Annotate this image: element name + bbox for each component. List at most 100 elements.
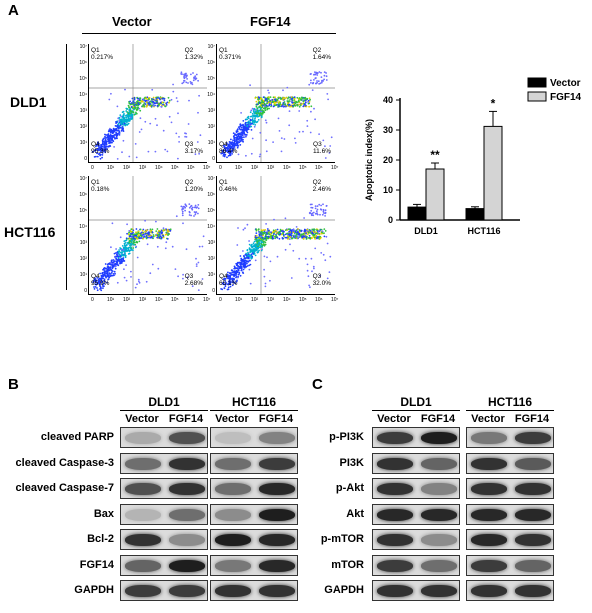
event-dot [222,149,225,151]
event-dot [258,112,260,115]
significance-mark: ** [430,148,440,162]
quadrant-name: Q2 [184,179,194,186]
event-dot [298,229,301,232]
event-dot [287,96,290,99]
event-dot [310,105,313,108]
event-dot [324,157,327,159]
event-dot [240,257,243,260]
event-dot [117,125,119,128]
event-dot [252,115,255,118]
protein-band [515,432,551,444]
event-dot [311,206,314,209]
event-dot [228,281,231,284]
event-dot [251,112,254,115]
event-dot [293,97,296,100]
event-dot [162,234,164,237]
quadrant-q2: Q2 2.46% [313,179,331,193]
blot-group-0: DLD1 [400,395,432,409]
event-dot [190,204,193,207]
event-dot [237,153,240,156]
event-dot [302,105,305,108]
event-dot [93,277,96,279]
event-dot [131,111,134,113]
event-dot [237,269,240,271]
lane-label: FGF14 [420,413,456,425]
event-dot [273,218,275,221]
event-dot [151,88,154,91]
event-dot [121,111,124,114]
event-dot [185,248,188,251]
event-dot [247,120,250,123]
quadrant-q1: Q1 0.371% [219,47,241,61]
event-dot [130,238,133,240]
event-dot [125,120,128,122]
event-dot [180,205,183,208]
event-dot [181,207,184,210]
event-dot [304,101,307,104]
event-dot [117,129,120,132]
event-dot [292,234,294,237]
event-dot [241,124,244,127]
blot-row-label: FGF14 [79,558,114,571]
flow-y-tick: 10⁵ [207,76,215,82]
event-dot [142,99,145,102]
event-dot [235,271,237,274]
event-dot [256,107,259,109]
event-dot [183,205,186,208]
event-dot [186,276,189,279]
event-dot [105,276,107,279]
event-dot [113,260,115,263]
event-dot [309,212,311,214]
event-dot [280,230,283,232]
event-dot [124,239,127,242]
event-dot [183,76,185,79]
event-dot [184,72,187,75]
lane-label: Vector [215,413,249,425]
event-dot [245,135,248,138]
event-dot [154,117,157,120]
event-dot [291,104,294,107]
event-dot [123,119,126,122]
event-dot [127,104,130,107]
event-dot [281,98,284,101]
event-dot [316,237,318,240]
event-dot [257,245,259,248]
event-dot [117,132,119,135]
event-dot [172,90,175,93]
event-dot [235,138,238,141]
event-dot [192,72,194,74]
event-dot [130,270,132,273]
event-dot [93,286,95,288]
event-dot [142,232,145,234]
event-dot [229,153,231,155]
event-dot [274,98,276,101]
event-dot [312,82,314,85]
event-dot [294,102,297,105]
event-dot [237,227,239,229]
event-dot [229,285,232,288]
quadrant-name: Q2 [312,47,322,54]
event-dot [111,222,114,225]
event-dot [289,236,292,238]
event-dot [167,234,169,236]
flow-x-tick: 10⁷ [331,165,339,171]
event-dot [264,285,267,288]
event-dot [245,266,248,268]
protein-band [125,483,161,495]
event-dot [157,267,160,270]
event-dot [251,107,254,110]
event-dot [149,228,152,231]
event-dot [156,102,159,104]
event-dot [114,137,117,140]
quadrant-q2: Q2 1.64% [313,47,331,61]
event-dot [297,228,299,230]
event-dot [123,276,126,279]
event-dot [182,273,184,276]
blot-strip [210,452,298,474]
quadrant-name: Q4 [91,273,100,280]
event-dot [132,237,135,240]
event-dot [194,213,197,216]
event-dot [269,102,272,105]
event-dot [229,272,231,275]
event-dot [137,230,140,233]
